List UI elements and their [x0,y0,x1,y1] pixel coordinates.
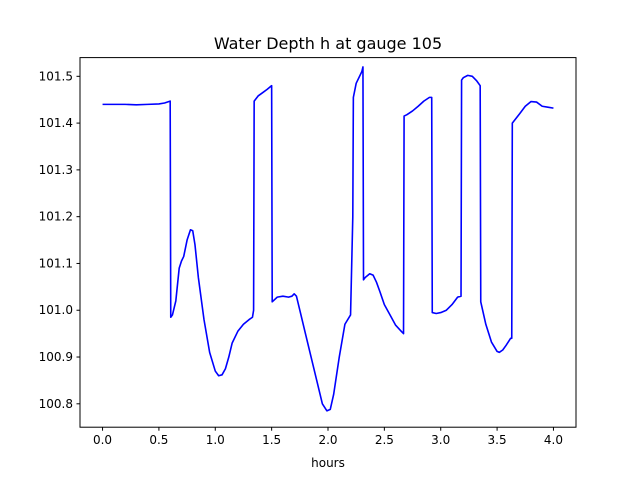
plot-frame [79,57,577,428]
series-line-water-depth [102,66,554,412]
x-tick-label: 0.0 [93,433,112,447]
x-tick-label: 1.0 [206,433,225,447]
y-ticks: 100.8 100.9 101.0 101.1 101.2 101.3 101.4 101.5 [39,69,80,411]
x-tick-label: 1.5 [262,433,281,447]
y-tick-label: 100.8 [39,397,73,411]
x-tick-label: 3.0 [431,433,450,447]
y-tick-label: 100.9 [39,350,73,364]
x-axis-label: hours [311,456,345,470]
y-tick-label: 101.5 [39,69,73,83]
y-tick-label: 101.2 [39,210,73,224]
y-tick-label: 101.4 [39,116,73,130]
x-tick-label: 4.0 [544,433,563,447]
y-tick-label: 101.1 [39,256,73,270]
x-tick-label: 3.5 [488,433,507,447]
x-tick-label: 0.5 [149,433,168,447]
y-tick-label: 101.0 [39,303,73,317]
x-tick-label: 2.5 [375,433,394,447]
x-tick-label: 2.0 [318,433,337,447]
chart-title: Water Depth h at gauge 105 [214,34,442,53]
y-tick-label: 101.3 [39,163,73,177]
x-ticks: 0.0 0.5 1.0 1.5 2.0 2.5 3.0 3.5 4.0 [93,427,563,447]
